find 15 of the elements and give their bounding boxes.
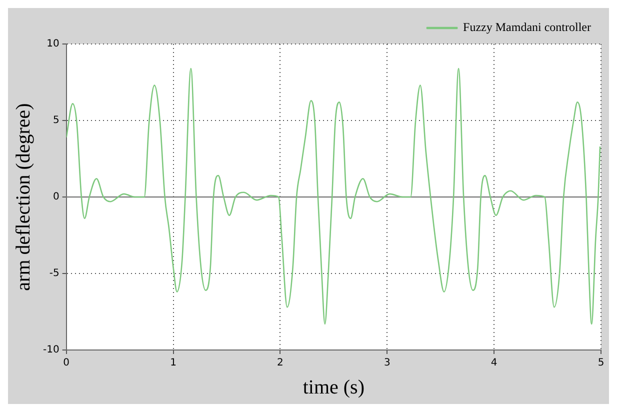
y-tick-label: 10 <box>46 38 60 50</box>
x-tick-label: 3 <box>384 358 390 369</box>
line-series <box>66 68 601 325</box>
x-tick-label: 0 <box>63 358 70 369</box>
y-tick-label: 0 <box>52 192 60 203</box>
y-tick-label: 5 <box>52 115 60 126</box>
x-axis-title: time (s) <box>302 376 364 398</box>
y-axis-title: arm deflection (degree) <box>12 103 34 291</box>
x-tick-label: 1 <box>170 358 176 369</box>
y-tick-label: -5 <box>49 268 60 280</box>
x-tick-label: 5 <box>598 358 604 369</box>
x-tick-label: 2 <box>277 358 284 369</box>
legend-label: Fuzzy Mamdani controller <box>463 20 592 34</box>
y-tick-label: -10 <box>42 344 60 356</box>
x-tick-label: 4 <box>490 358 498 369</box>
